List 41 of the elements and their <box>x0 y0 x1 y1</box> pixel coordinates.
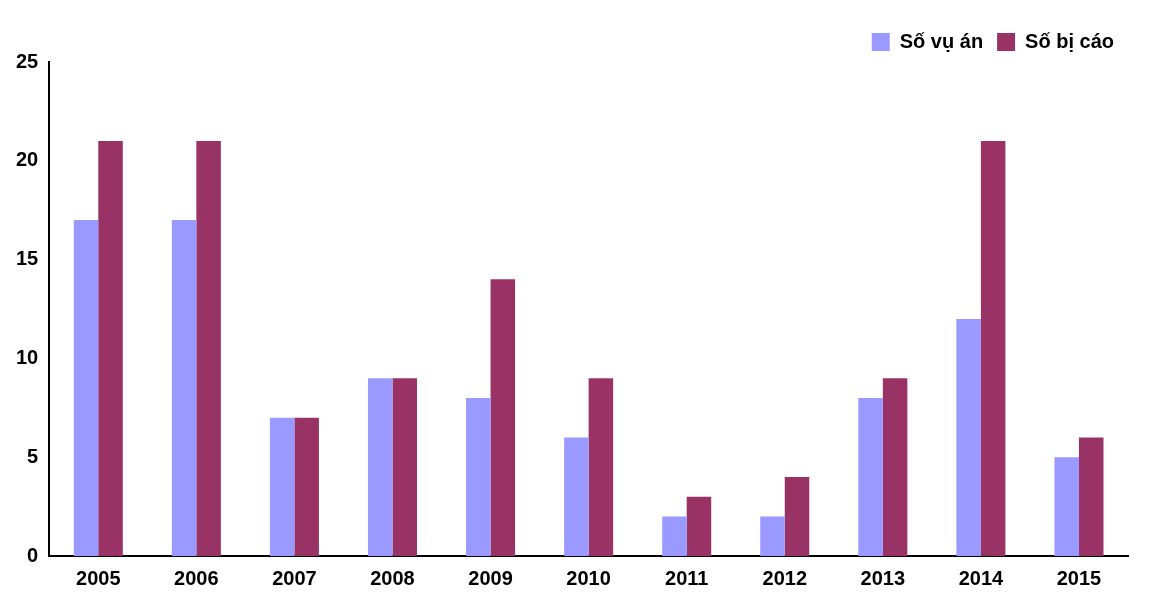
bar <box>73 220 99 556</box>
x-tick-label: 2013 <box>860 566 906 589</box>
bar <box>1054 457 1079 556</box>
bar <box>1078 437 1104 556</box>
y-tick-label: 0 <box>27 543 39 566</box>
x-tick-label: 2010 <box>566 566 611 589</box>
bar <box>686 496 712 556</box>
bar <box>588 378 614 556</box>
bar <box>882 378 908 556</box>
bar <box>367 378 393 556</box>
y-tick-label: 20 <box>16 148 39 171</box>
bar <box>98 141 123 556</box>
bar <box>392 378 417 556</box>
x-tick-label: 2005 <box>76 566 121 589</box>
bar <box>956 318 981 556</box>
bar <box>294 417 319 556</box>
x-tick-label: 2009 <box>468 566 513 589</box>
bar <box>784 476 810 556</box>
bar <box>490 279 516 556</box>
legend-label: Số bị cáo <box>1025 29 1114 52</box>
x-tick-label: 2012 <box>762 566 808 589</box>
x-tick-label: 2007 <box>272 566 317 589</box>
bar <box>760 516 785 556</box>
bar <box>466 397 491 556</box>
legend-label: Số vụ án <box>899 29 984 52</box>
bar <box>980 141 1006 556</box>
y-tick-label: 25 <box>16 49 39 72</box>
bar <box>662 516 687 556</box>
bar <box>269 417 295 556</box>
y-tick-label: 15 <box>16 247 39 270</box>
y-tick-label: 10 <box>16 345 39 368</box>
x-tick-label: 2014 <box>958 566 1005 589</box>
x-tick-label: 2011 <box>665 566 709 589</box>
x-tick-label: 2006 <box>174 566 219 589</box>
x-tick-label: 2008 <box>370 566 415 589</box>
bar <box>196 141 221 556</box>
bar <box>858 397 883 556</box>
bar <box>564 437 589 556</box>
y-tick-label: 5 <box>27 444 39 467</box>
x-tick-label: 2015 <box>1056 566 1102 589</box>
bar <box>171 220 197 556</box>
